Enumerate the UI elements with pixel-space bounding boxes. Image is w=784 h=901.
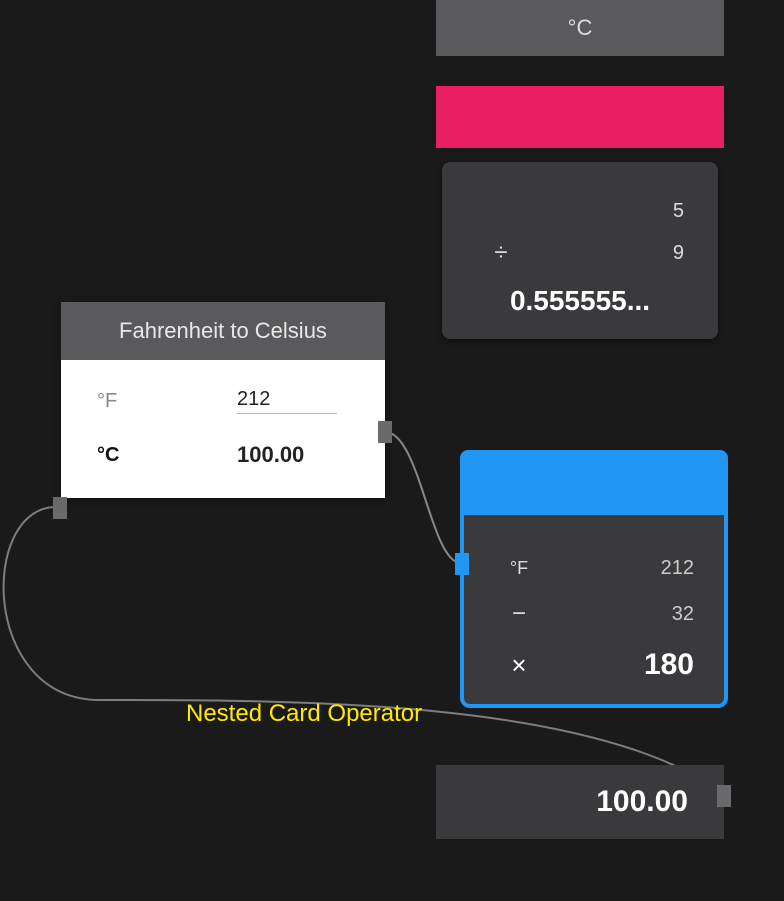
division-result: 0.555555...: [476, 285, 684, 317]
blue-input-port[interactable]: [455, 553, 469, 575]
celsius-label: °C: [97, 444, 237, 467]
column-header: °C: [436, 0, 724, 56]
denominator: 9: [634, 242, 684, 265]
temp-input-port[interactable]: [378, 421, 392, 443]
result-row: × 180: [494, 648, 694, 682]
fahrenheit-input[interactable]: 212: [237, 388, 337, 414]
result-output-port[interactable]: [717, 785, 731, 807]
celsius-column: °C 5 ÷ 9 0.555555...: [436, 0, 724, 339]
celsius-output: 100.00: [237, 442, 304, 468]
annotation-text: Nested Card Operator: [186, 700, 422, 728]
multiply-icon: ×: [494, 650, 544, 681]
minus-icon: −: [494, 600, 544, 628]
fahrenheit-value: 212: [644, 557, 694, 580]
divide-icon: ÷: [476, 239, 526, 267]
final-result-bar: 100.00: [436, 765, 724, 839]
calc-row: ÷ 9: [476, 239, 684, 267]
numerator: 5: [634, 200, 684, 223]
calc-row: °F 212: [494, 557, 694, 580]
output-row: °C 100.00: [97, 442, 349, 468]
final-result: 100.00: [596, 785, 688, 818]
card-body: °F 212 °C 100.00: [61, 360, 385, 498]
pink-strip[interactable]: [436, 86, 724, 148]
calc-row: 5: [476, 200, 684, 223]
calc-row: − 32: [494, 600, 694, 628]
card-title: Fahrenheit to Celsius: [61, 302, 385, 360]
fahrenheit-label: °F: [97, 390, 237, 413]
blue-card-body: °F 212 − 32 × 180: [460, 515, 728, 708]
input-row: °F 212: [97, 388, 349, 414]
subtrahend: 32: [644, 603, 694, 626]
subtraction-result: 180: [644, 648, 694, 682]
fahrenheit-unit-label: °F: [494, 558, 544, 579]
temp-output-port[interactable]: [53, 497, 67, 519]
blue-card-header[interactable]: [460, 450, 728, 515]
subtraction-card[interactable]: °F 212 − 32 × 180: [460, 450, 728, 708]
division-card[interactable]: 5 ÷ 9 0.555555...: [442, 162, 718, 339]
fahrenheit-celsius-card[interactable]: Fahrenheit to Celsius °F 212 °C 100.00: [61, 302, 385, 498]
